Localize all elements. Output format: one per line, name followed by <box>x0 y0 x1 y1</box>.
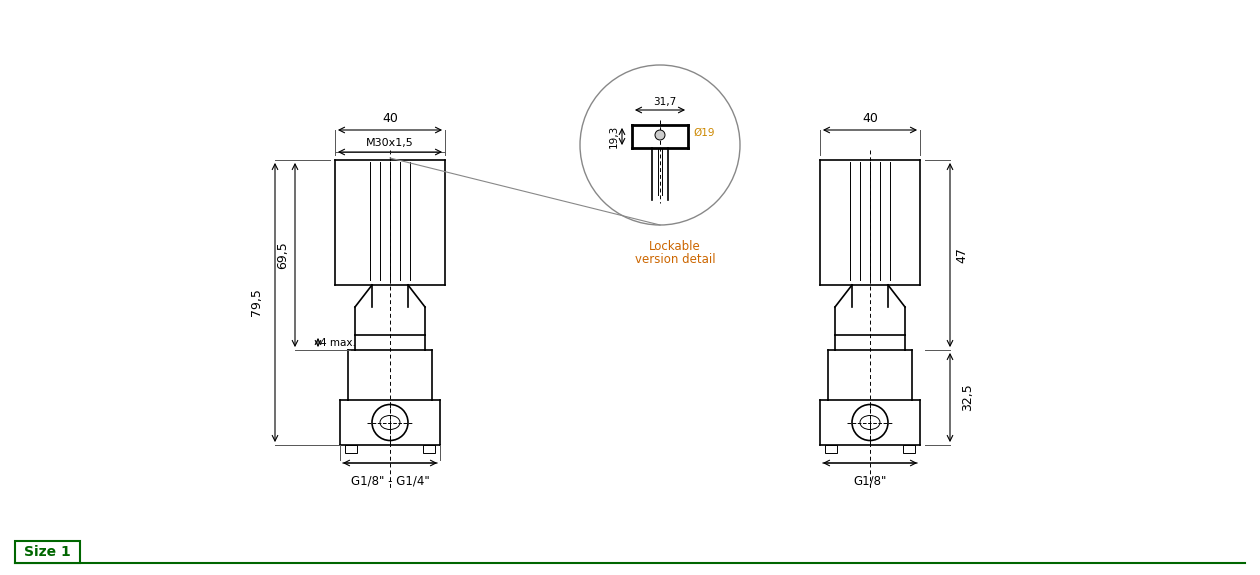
Text: 69,5: 69,5 <box>276 241 290 269</box>
Text: 47: 47 <box>955 247 969 263</box>
Text: 40: 40 <box>862 112 878 125</box>
Text: Size 1: Size 1 <box>24 545 71 559</box>
Bar <box>825 445 837 453</box>
Text: 19,3: 19,3 <box>609 125 619 148</box>
Bar <box>423 445 435 453</box>
Text: 40: 40 <box>382 112 398 125</box>
Text: Ø19: Ø19 <box>693 128 714 138</box>
Text: G1/8" - G1/4": G1/8" - G1/4" <box>350 475 430 488</box>
Text: 4 max.: 4 max. <box>320 338 355 347</box>
Text: 31,7: 31,7 <box>654 97 677 107</box>
Text: 32,5: 32,5 <box>961 384 974 411</box>
Bar <box>345 445 357 453</box>
Text: M30x1,5: M30x1,5 <box>367 138 413 148</box>
Text: G1/8": G1/8" <box>853 475 887 488</box>
Text: Lockable: Lockable <box>649 240 701 253</box>
Bar <box>903 445 915 453</box>
Circle shape <box>655 130 665 140</box>
Text: 79,5: 79,5 <box>251 289 263 316</box>
Text: version detail: version detail <box>635 253 716 266</box>
FancyBboxPatch shape <box>15 541 79 563</box>
